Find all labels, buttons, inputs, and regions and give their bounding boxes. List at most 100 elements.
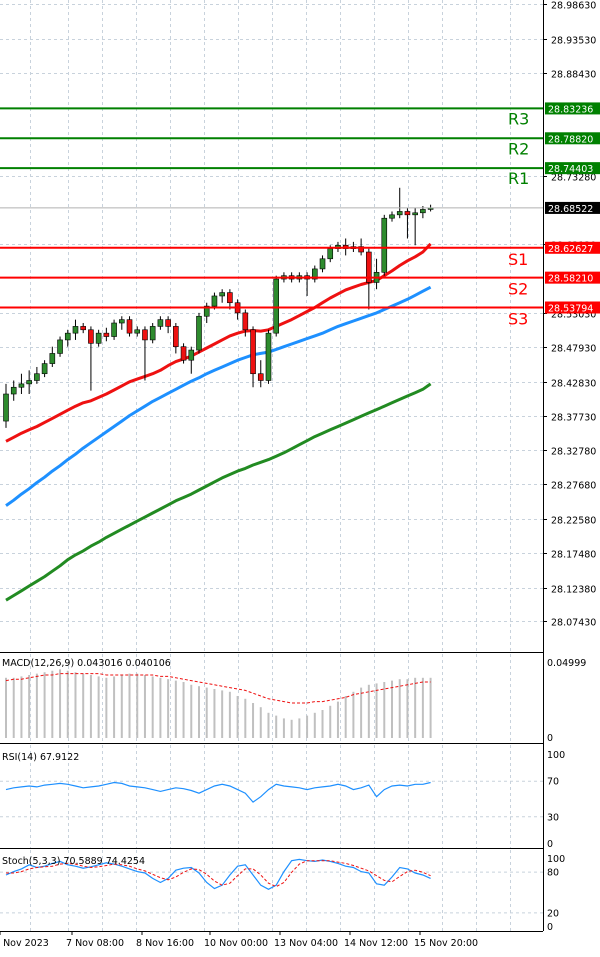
stoch-k-line: [5, 858, 431, 890]
candle-body: [366, 251, 372, 283]
price-tick-label: 28.73280: [551, 173, 596, 184]
candle-body: [219, 292, 225, 297]
stoch-d-line: [6, 860, 431, 888]
candle-body: [273, 278, 280, 334]
x-axis-label: 8 Nov 16:00: [136, 938, 194, 949]
x-axis-label: 14 Nov 12:00: [344, 938, 408, 949]
current-price-badge: [545, 201, 600, 214]
candle-body: [72, 326, 79, 334]
candle-body: [396, 211, 403, 216]
price-tick-label: 28.32780: [551, 447, 596, 458]
level-price-badge: [545, 301, 600, 314]
x-axis-label: 10 Nov 00:00: [204, 938, 268, 949]
level-price-badge: [545, 241, 600, 254]
candle-body: [227, 292, 233, 304]
candle-body: [119, 319, 125, 324]
level-name-label: R1: [508, 169, 529, 188]
price-tick-label: 28.22580: [551, 516, 596, 527]
price-tick-label: 28.12380: [551, 585, 596, 596]
x-axis-label: 13 Nov 04:00: [274, 938, 338, 949]
price-tick-label: 28.93530: [551, 36, 596, 47]
stoch-tick-label: 100: [547, 854, 565, 865]
level-price-badge: [545, 132, 600, 145]
ma-red-line: [5, 242, 432, 443]
price-axis-panel: [543, 0, 600, 957]
current-price-label: 28.68522: [548, 204, 593, 215]
candle-body: [381, 217, 388, 273]
price-tick-label: 28.98630: [551, 1, 596, 12]
candle-body: [358, 246, 364, 253]
x-axis-label: 6 Nov 2023: [0, 938, 49, 949]
price-tick-label: 28.07430: [551, 618, 596, 629]
candle-body: [126, 319, 133, 334]
candle-body: [250, 329, 256, 375]
candle-body: [203, 305, 210, 317]
level-name-label: R2: [508, 139, 529, 158]
level-name-label: S3: [508, 310, 528, 329]
rsi-tick-label: 30: [547, 812, 559, 823]
level-name-label: S2: [508, 280, 528, 299]
candle-body: [26, 380, 32, 385]
price-tick-label: 28.88430: [551, 70, 596, 81]
candle-body: [3, 393, 9, 422]
candle-body: [211, 295, 218, 307]
candle-body: [157, 319, 164, 327]
candle-body: [18, 383, 25, 388]
candle-body: [319, 258, 326, 270]
price-tick-label: 28.42830: [551, 379, 596, 390]
stoch-title: Stoch(5,3,3) 70.5889 74.4254: [2, 856, 145, 867]
price-tick-label: 28.27680: [551, 481, 596, 492]
price-tick-label: 28.47930: [551, 344, 596, 355]
price-tick-label: 28.53030: [551, 310, 596, 321]
candle-body: [34, 373, 40, 381]
candle-body: [64, 332, 71, 341]
candle-body: [389, 214, 395, 219]
candle-body: [57, 339, 63, 354]
macd-tick-label: 0: [547, 733, 553, 744]
candle-body: [257, 373, 264, 381]
rsi-tick-label: 0: [547, 839, 553, 850]
level-price-label: 28.74403: [548, 164, 593, 175]
candle-body: [311, 268, 318, 280]
macd-signal-line: [5, 673, 431, 704]
candle-body: [149, 326, 156, 341]
candle-body: [265, 332, 272, 381]
rsi-tick-label: 70: [547, 777, 559, 788]
level-price-badge: [545, 162, 600, 175]
candle-body: [180, 346, 187, 361]
ma-blue-line: [5, 285, 432, 507]
macd-tick-label: 0.04999: [547, 658, 586, 669]
level-name-label: S1: [508, 250, 528, 269]
candle-body: [196, 315, 202, 351]
candle-body: [111, 322, 117, 337]
level-price-label: 28.53794: [548, 304, 593, 315]
stoch-tick-label: 20: [547, 908, 559, 919]
rsi-title: RSI(14) 67.9122: [2, 752, 79, 763]
rsi-line: [5, 781, 431, 803]
price-tick-label: 28.37730: [551, 413, 596, 424]
candle-body: [49, 353, 56, 364]
candle-body: [327, 248, 334, 260]
x-axis-label: 7 Nov 08:00: [66, 938, 124, 949]
candle-body: [242, 312, 249, 331]
stoch-tick-label: 80: [547, 868, 559, 879]
macd-title: MACD(12,26,9) 0.043016 0.040106: [2, 658, 171, 669]
candle-body: [10, 386, 17, 395]
candle-body: [134, 329, 141, 334]
candle-body: [95, 332, 102, 344]
candle-body: [404, 211, 411, 216]
level-price-badge: [545, 271, 600, 284]
price-tick-label: 28.17480: [551, 550, 596, 561]
stoch-tick-label: 0: [547, 922, 553, 933]
candle-body: [165, 319, 171, 327]
level-price-label: 28.62627: [548, 244, 593, 255]
ma-green-line: [5, 382, 432, 602]
level-price-badge: [545, 102, 600, 115]
x-axis-label: 15 Nov 20:00: [414, 938, 478, 949]
candle-body: [420, 209, 426, 214]
candle-body: [80, 326, 86, 331]
level-price-label: 28.58210: [548, 274, 593, 285]
candle-body: [142, 329, 148, 341]
level-price-label: 28.78820: [548, 134, 593, 145]
